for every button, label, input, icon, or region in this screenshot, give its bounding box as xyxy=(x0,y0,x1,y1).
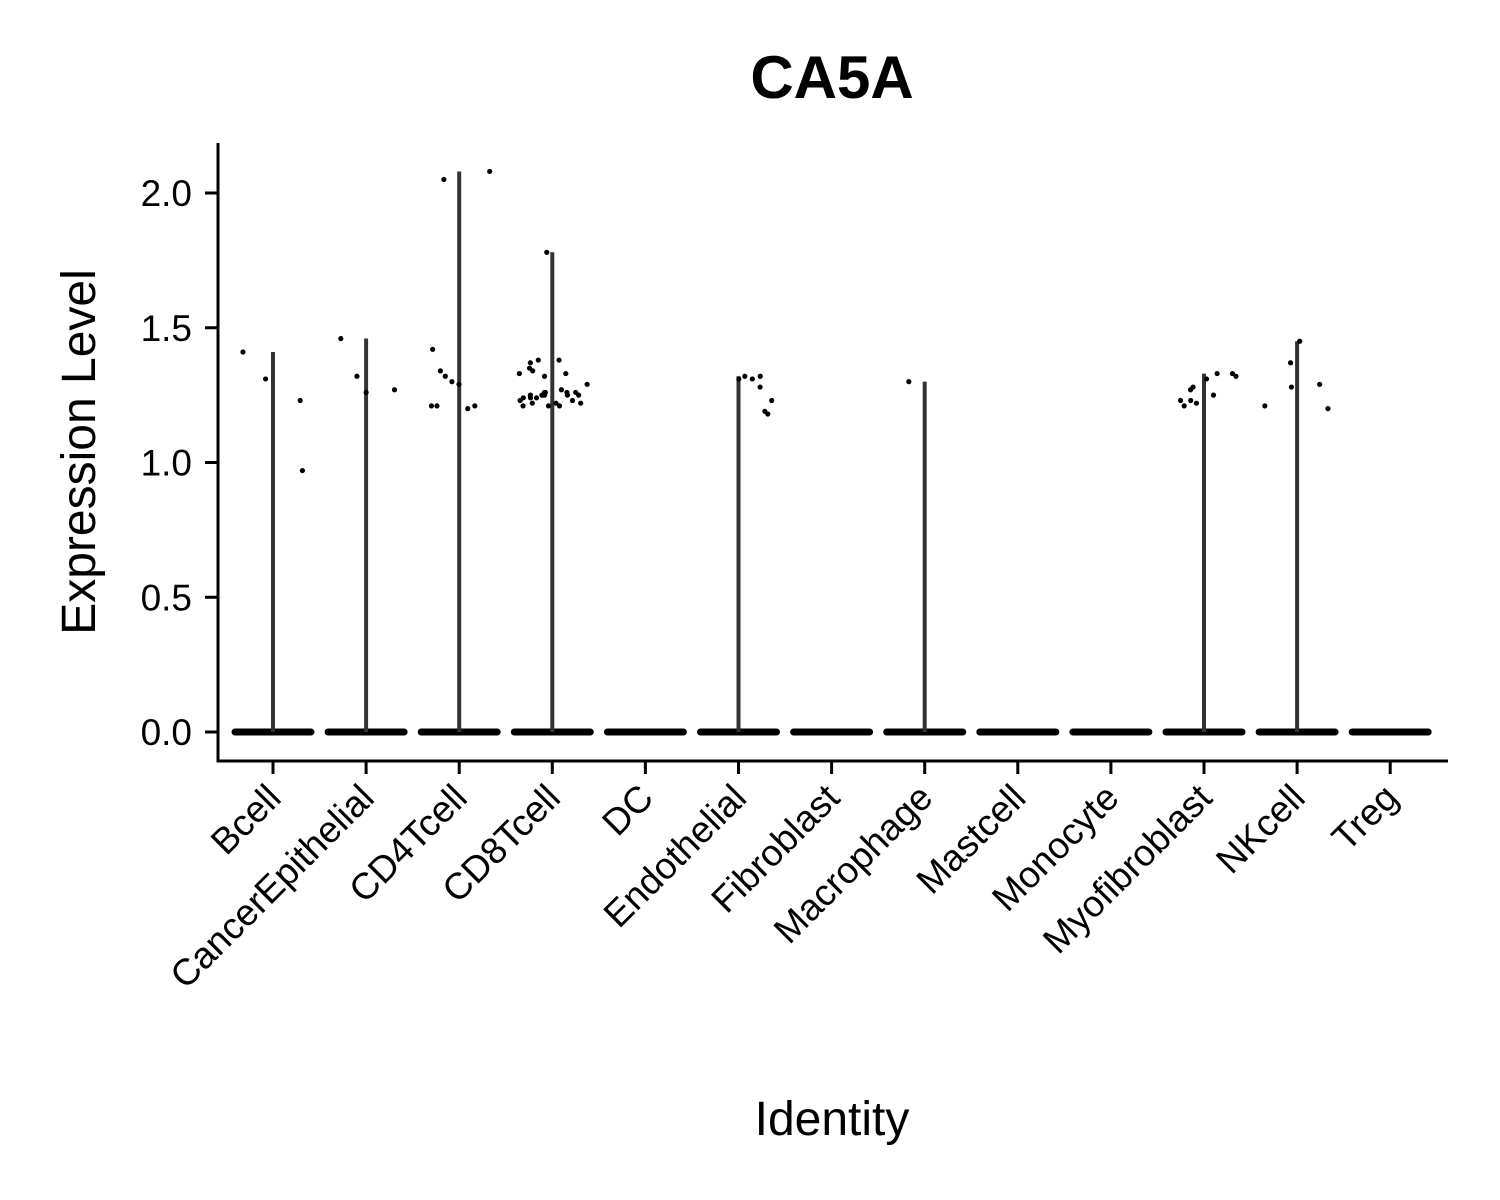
data-point xyxy=(542,389,548,396)
data-point xyxy=(736,376,742,382)
data-point xyxy=(517,397,523,404)
data-point xyxy=(527,392,533,398)
x-tick-label-treg: Treg xyxy=(1324,777,1406,859)
y-tick-label: 2.0 xyxy=(141,173,192,214)
violin-macrophage xyxy=(883,381,967,736)
points-cd4-tcell xyxy=(428,168,493,412)
data-point xyxy=(530,368,536,374)
y-axis-ticks: 0.0 0.5 1.0 1.5 2.0 xyxy=(141,173,218,753)
violin-cancer-epithelial xyxy=(324,338,408,736)
data-point xyxy=(584,381,590,387)
points-myofibroblast xyxy=(1177,370,1239,409)
data-point xyxy=(757,384,763,390)
data-point xyxy=(1190,384,1196,390)
data-point xyxy=(1297,338,1303,344)
data-point xyxy=(535,357,541,363)
data-point xyxy=(757,373,763,379)
data-point xyxy=(749,376,755,382)
data-point xyxy=(569,397,576,404)
data-point xyxy=(564,392,571,398)
data-point xyxy=(1229,370,1236,377)
points-nkcell xyxy=(1262,338,1331,412)
y-tick-label: 0.0 xyxy=(141,712,192,753)
data-point xyxy=(472,403,478,409)
y-tick-label: 0.5 xyxy=(141,577,192,618)
y-tick-label: 1.0 xyxy=(141,443,192,484)
data-point xyxy=(558,387,565,393)
violin-bcell xyxy=(231,352,315,736)
data-point xyxy=(1181,403,1187,409)
data-point xyxy=(1188,397,1194,404)
data-point xyxy=(437,368,443,374)
data-point xyxy=(578,400,584,406)
y-tick-label: 1.5 xyxy=(141,308,192,349)
x-tick-label-bcell: Bcell xyxy=(203,777,289,863)
chart-title: CA5A xyxy=(750,44,913,111)
data-point xyxy=(544,249,550,255)
data-point xyxy=(529,400,535,406)
violin-myofibroblast xyxy=(1162,373,1246,736)
data-point xyxy=(297,397,303,404)
data-point xyxy=(354,373,360,379)
data-point xyxy=(487,168,493,175)
data-point xyxy=(1177,397,1184,404)
violin-nkcell xyxy=(1255,341,1339,736)
x-axis-label: Identity xyxy=(755,1093,910,1146)
data-point xyxy=(1210,392,1217,398)
data-point xyxy=(428,403,435,409)
data-point xyxy=(338,335,344,342)
data-point xyxy=(1325,406,1331,412)
data-point xyxy=(573,389,579,396)
data-point xyxy=(240,349,246,355)
data-point xyxy=(262,376,269,382)
x-tick-label-dc: DC xyxy=(594,777,661,844)
points-cd8-tcell xyxy=(516,249,590,409)
data-point xyxy=(533,395,540,401)
points-cancer-epithelial xyxy=(338,335,398,396)
data-point xyxy=(1233,373,1239,379)
data-point xyxy=(527,360,533,366)
data-point xyxy=(434,403,440,409)
data-point xyxy=(1262,403,1268,409)
data-point xyxy=(363,389,369,396)
violin-endothelial xyxy=(697,376,780,736)
x-tick-label-nkcell: NKcell xyxy=(1208,777,1313,882)
points-bcell xyxy=(240,349,305,474)
data-point xyxy=(465,406,471,412)
plot-area xyxy=(231,168,1432,736)
data-point xyxy=(1193,400,1199,406)
data-point xyxy=(769,397,775,404)
data-point xyxy=(1214,370,1220,377)
points-macrophage xyxy=(906,379,912,385)
data-point xyxy=(441,176,447,183)
y-axis-label: Expression Level xyxy=(53,269,106,635)
data-point xyxy=(299,467,305,474)
data-point xyxy=(906,379,912,385)
data-point xyxy=(545,403,552,409)
data-point xyxy=(456,381,462,387)
data-point xyxy=(516,370,522,377)
data-point xyxy=(541,373,548,379)
points-endothelial xyxy=(736,373,775,417)
violin-cd4-tcell xyxy=(417,171,501,736)
data-point xyxy=(556,357,562,363)
data-point xyxy=(442,373,448,379)
data-point xyxy=(1287,360,1294,366)
data-point xyxy=(449,379,455,385)
data-point xyxy=(1203,376,1210,382)
data-point xyxy=(1288,384,1295,390)
data-point xyxy=(556,403,563,409)
data-point xyxy=(742,373,748,379)
data-point xyxy=(762,408,768,414)
data-point xyxy=(563,370,569,377)
data-point xyxy=(1317,381,1323,387)
violin-cd8-tcell xyxy=(510,252,594,736)
data-point xyxy=(430,346,436,352)
data-point xyxy=(520,403,526,409)
data-point xyxy=(391,387,398,393)
